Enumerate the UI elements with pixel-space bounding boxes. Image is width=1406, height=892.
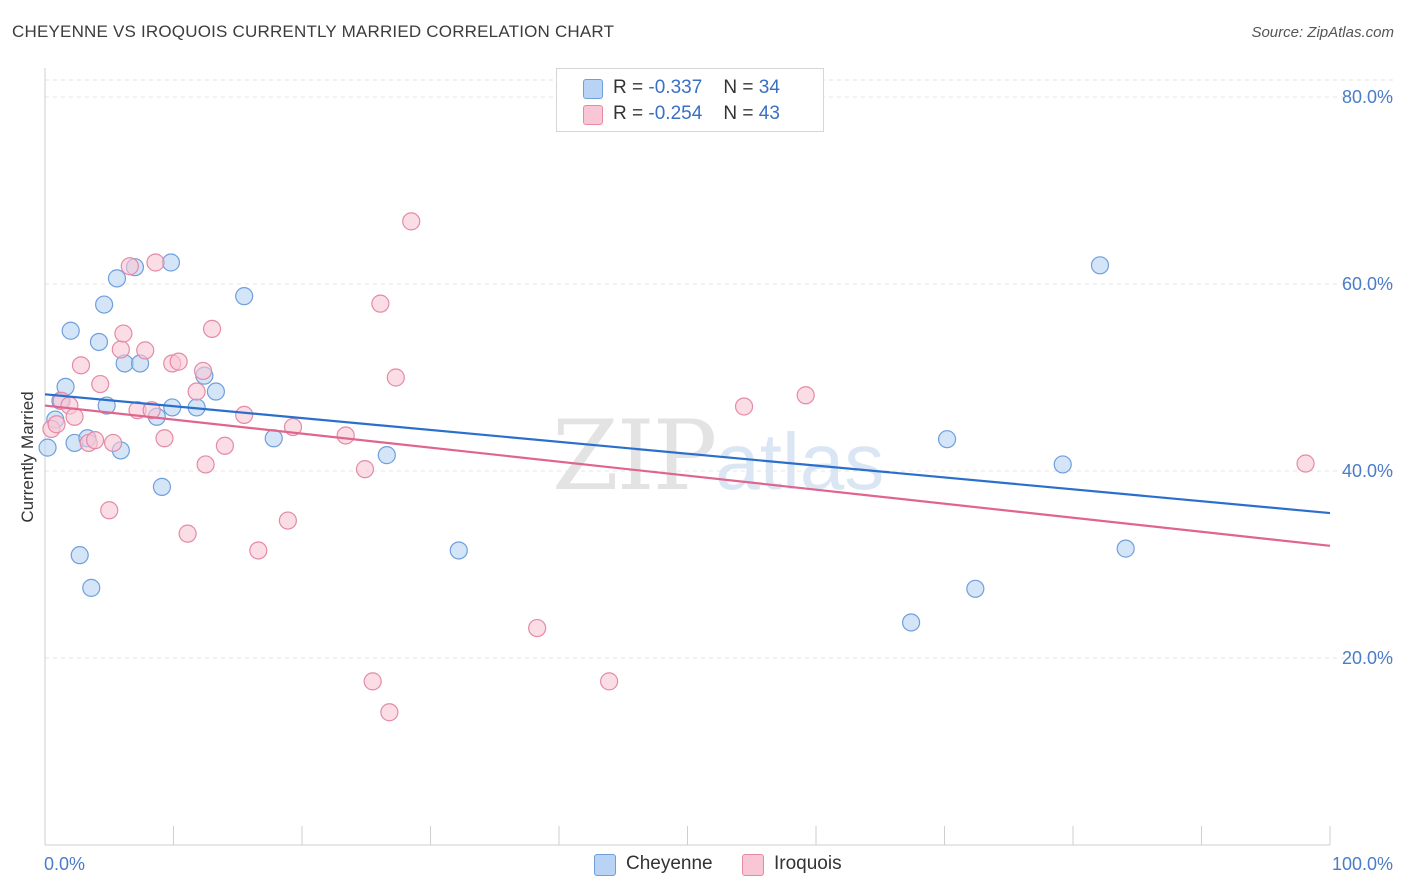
data-point [336,426,355,445]
data-point [161,253,181,272]
legend-swatch-cheyenne [583,79,603,99]
data-point [278,511,297,530]
legend-text: R = -0.337 N = 34 [613,77,780,99]
data-point [235,405,254,424]
bottom-swatch-cheyenne [594,854,616,876]
trend-line-cheyenne [44,393,1331,515]
data-point [377,446,396,465]
chart-title: CHEYENNE VS IROQUOIS CURRENTLY MARRIED C… [12,22,615,41]
data-point [169,352,188,371]
data-point [86,431,105,450]
data-point [734,397,754,416]
n-value: 34 [758,77,780,98]
data-point [178,524,197,543]
data-point [120,257,139,276]
data-point [65,407,84,426]
trend-lines [44,393,1331,547]
data-point [1116,539,1135,558]
chart-source: Source: ZipAtlas.com [1251,24,1394,41]
data-point [193,361,213,381]
x-tick-label: 100.0% [1332,854,1393,874]
data-point [107,269,127,288]
tick-labels: 80.0% 60.0% 40.0% 20.0% 0.0% 100.0% Currently … [18,87,1393,874]
y-axis-label: Currently Married [18,391,37,522]
data-point [235,287,254,306]
data-point [249,541,268,560]
data-point [38,438,57,457]
data-point [155,429,174,448]
n-label: N = [723,103,754,124]
data-points [38,212,1315,722]
data-point [111,340,130,359]
data-point [901,613,921,632]
series-iroquois [42,212,1315,722]
data-point [796,386,815,405]
data-point [1296,454,1315,473]
data-point [70,546,89,565]
data-point [47,415,66,434]
data-point [371,294,390,313]
data-point [202,319,222,338]
data-point [187,382,206,401]
data-point [386,368,405,387]
data-point [196,455,215,474]
legend-swatch-iroquois [583,105,603,125]
data-point [528,618,547,638]
axes [44,68,1331,846]
r-label: R = [613,103,644,124]
data-point [215,436,234,455]
watermark-zip: ZIP [552,400,717,512]
data-point [95,295,114,314]
data-point [380,703,399,722]
data-point [449,541,468,560]
data-point [152,477,172,496]
data-point [1090,256,1110,275]
r-label: R = [613,77,644,98]
data-point [71,356,91,375]
data-point [264,429,283,448]
data-point [600,672,619,691]
data-point [104,433,123,453]
data-point [136,341,155,360]
bottom-swatch-iroquois [742,854,764,876]
series-cheyenne [38,253,1135,632]
bottom-legend-label: Iroquois [774,853,842,874]
data-point [89,332,109,352]
watermark: ZIPatlas [552,400,884,512]
n-value: 43 [758,103,780,124]
legend-text: R = -0.254 N = 43 [613,103,780,125]
data-point [937,430,957,449]
n-label: N = [723,77,754,98]
data-point [363,672,382,691]
data-point [91,374,110,394]
data-point [142,401,161,420]
x-tick-label: 0.0% [44,854,85,874]
data-point [61,321,80,340]
data-point [146,253,165,272]
data-point [206,382,226,401]
data-point [402,212,421,231]
gridlines [45,79,1393,659]
data-point [966,579,985,598]
trend-line-iroquois [44,404,1331,547]
r-value: -0.337 [648,77,703,98]
data-point [355,460,375,479]
data-point [82,578,101,597]
y-tick-label: 80.0% [1342,87,1393,107]
stats-legend: R = -0.337 N = 34 R = -0.254 N = 43 [556,68,824,132]
data-point [114,324,133,343]
y-tick-label: 60.0% [1342,274,1393,294]
bottom-legend-label: Cheyenne [626,853,713,874]
watermark-atlas: atlas [715,417,885,506]
y-tick-label: 20.0% [1342,648,1393,668]
data-point [1053,455,1072,474]
y-tick-label: 40.0% [1342,461,1393,481]
r-value: -0.254 [648,103,703,124]
data-point [100,501,119,520]
